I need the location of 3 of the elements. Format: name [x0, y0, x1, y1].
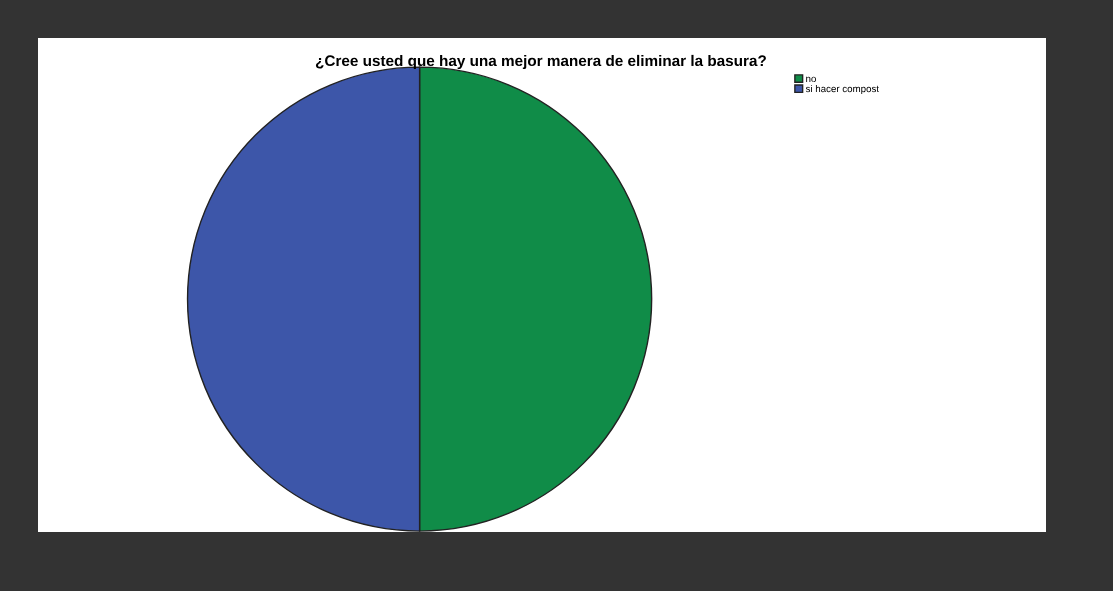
legend-label: no [806, 76, 816, 83]
chart-title: ¿Cree usted que hay una mejor manera de eliminar la basura? [315, 54, 766, 70]
legend-label: si hacer compost [805, 85, 879, 95]
